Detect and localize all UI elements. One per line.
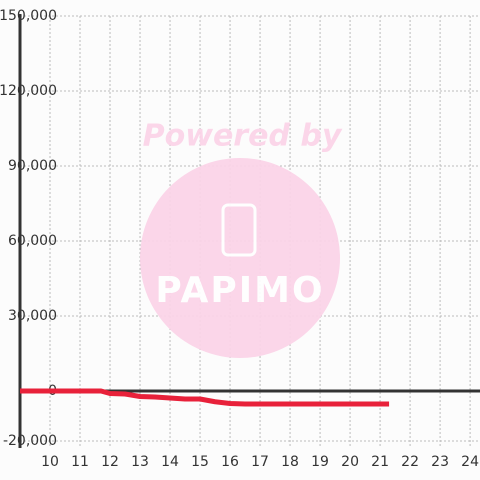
y-tick-label: 90,000 <box>8 158 57 174</box>
x-tick-label: 12 <box>101 454 119 470</box>
x-tick-label: 15 <box>191 454 209 470</box>
data-line <box>20 388 390 407</box>
watermark-phone <box>221 203 257 257</box>
x-tick-label: 10 <box>41 454 59 470</box>
x-tick-label: 13 <box>131 454 149 470</box>
x-tick-label: 19 <box>311 454 329 470</box>
x-tick-label: 22 <box>401 454 419 470</box>
x-tick-label: 24 <box>461 454 479 470</box>
y-tick-label: 150,000 <box>0 8 57 24</box>
watermark-circle <box>140 158 340 358</box>
x-tick-label: 21 <box>371 454 389 470</box>
y-tick-label: 30,000 <box>8 308 57 324</box>
x-tick-label: 18 <box>281 454 299 470</box>
watermark: Powered by PAPIMO <box>140 119 343 358</box>
y-tick-label: 120,000 <box>0 83 57 99</box>
y-tick-label: 60,000 <box>8 233 57 249</box>
y-tick-label: -20,000 <box>3 433 57 449</box>
x-tick-label: 16 <box>221 454 239 470</box>
x-tick-label: 23 <box>431 454 449 470</box>
x-tick-label: 17 <box>251 454 269 470</box>
x-tick-label: 14 <box>161 454 179 470</box>
x-tick-label: 20 <box>341 454 359 470</box>
watermark-logo: PAPIMO <box>155 270 324 311</box>
watermark-text: Powered by <box>143 119 343 154</box>
x-tick-label: 11 <box>71 454 89 470</box>
